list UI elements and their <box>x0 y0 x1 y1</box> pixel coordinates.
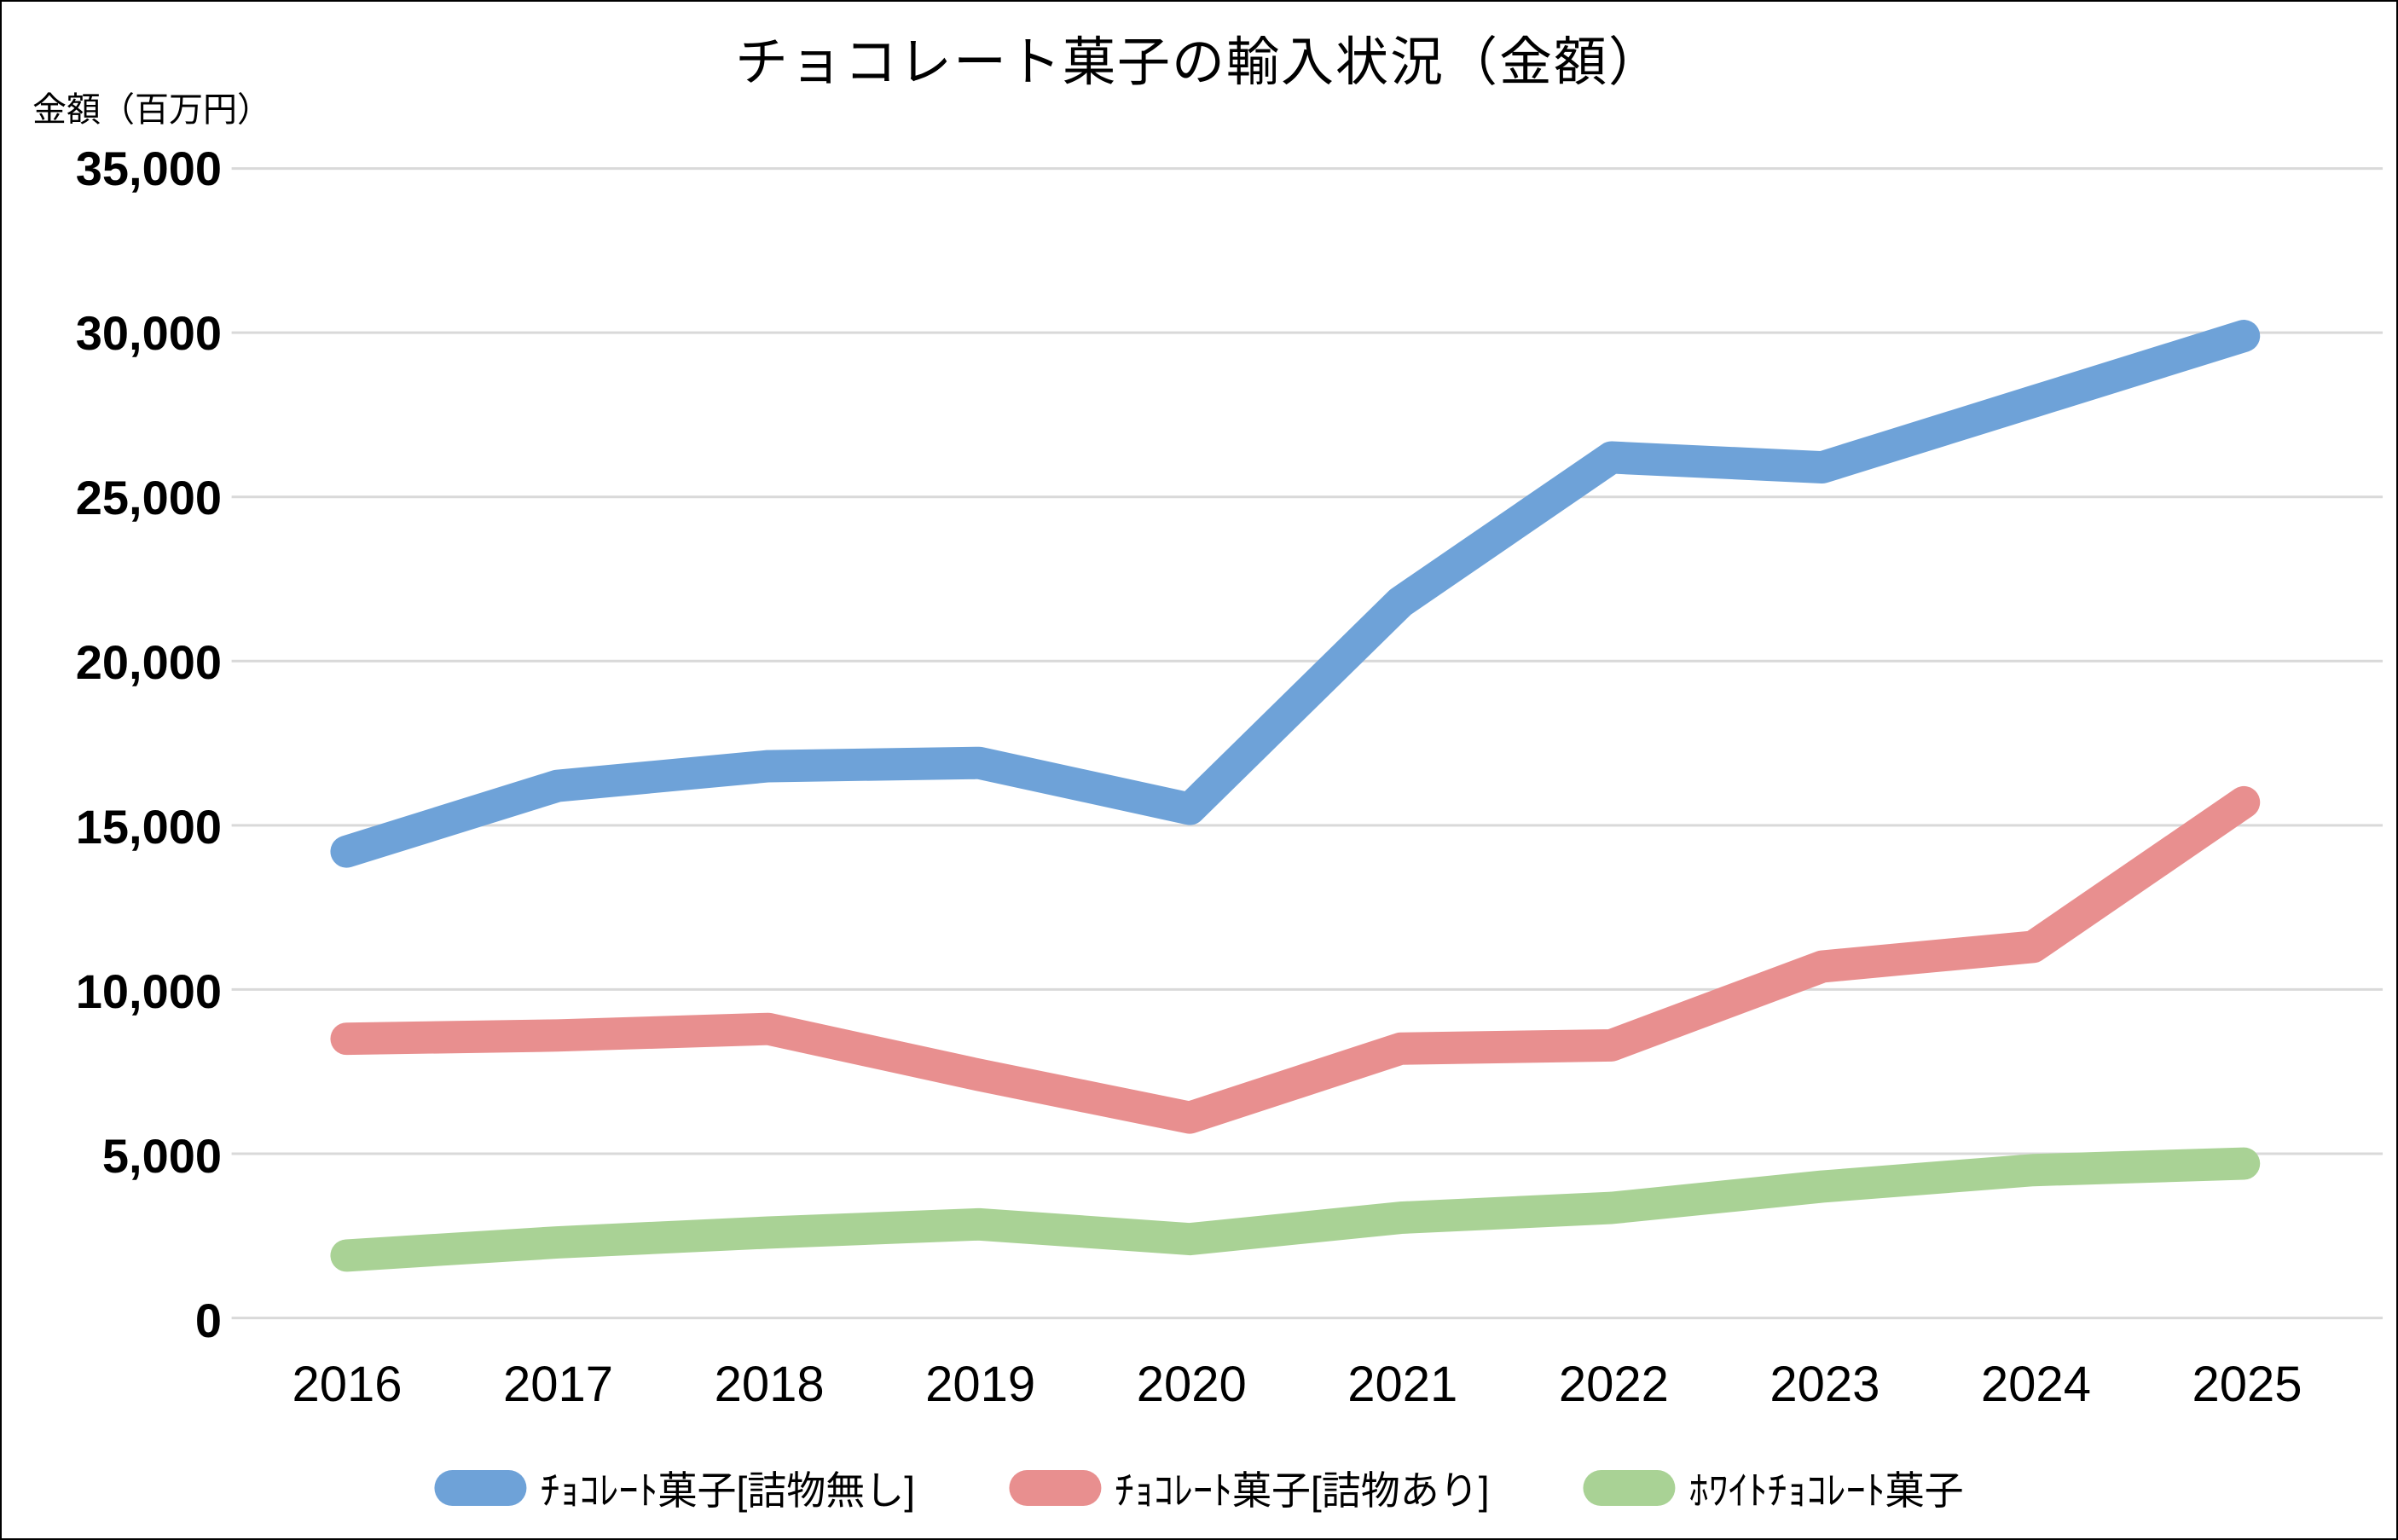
y-tick-label: 20,000 <box>75 635 222 689</box>
x-tick-label: 2024 <box>1980 1357 2091 1412</box>
legend-label: ﾁｮｺﾚｰﾄ菓子[詰物無し] <box>540 1468 915 1513</box>
legend-item-1: ﾁｮｺﾚｰﾄ菓子[詰物無し] <box>434 1460 915 1516</box>
x-tick-label: 2019 <box>925 1357 1036 1412</box>
y-tick-label: 35,000 <box>75 142 222 195</box>
x-tick-label: 2017 <box>503 1357 614 1412</box>
x-tick-label: 2016 <box>292 1357 403 1412</box>
y-axis-title: 金額（百万円） <box>32 91 271 129</box>
x-tick-label: 2025 <box>2192 1357 2302 1412</box>
x-tick-label: 2020 <box>1136 1357 1247 1412</box>
series-lines <box>330 320 2261 1272</box>
legend-label: ﾁｮｺﾚｰﾄ菓子[詰物あり] <box>1115 1468 1490 1513</box>
y-tick-label: 15,000 <box>75 800 222 854</box>
y-tick-label: 0 <box>194 1294 222 1347</box>
x-tick-label: 2018 <box>714 1357 825 1412</box>
chart-legend: ﾁｮｺﾚｰﾄ菓子[詰物無し] ﾁｮｺﾚｰﾄ菓子[詰物あり] ﾎﾜｲﾄﾁｮｺﾚｰﾄ菓子 <box>434 1460 1964 1516</box>
legend-swatch-icon <box>1583 1470 1676 1506</box>
y-tick-label: 30,000 <box>75 306 222 360</box>
chart-title: チョコレート菓子の輸入状況（金額） <box>734 33 1663 92</box>
series-line-2 <box>330 785 2261 1134</box>
legend-swatch-icon <box>434 1470 527 1506</box>
legend-item-3: ﾎﾜｲﾄﾁｮｺﾚｰﾄ菓子 <box>1583 1460 1964 1516</box>
x-tick-label: 2021 <box>1347 1357 1458 1412</box>
x-tick-label: 2023 <box>1770 1357 1880 1412</box>
y-tick-label: 25,000 <box>75 471 222 524</box>
legend-label: ﾎﾜｲﾄﾁｮｺﾚｰﾄ菓子 <box>1688 1468 1964 1513</box>
y-tick-label: 5,000 <box>101 1129 222 1183</box>
series-line-3 <box>330 1147 2261 1272</box>
y-tick-label: 10,000 <box>75 964 222 1018</box>
legend-swatch-icon <box>1009 1470 1101 1506</box>
series-line-1 <box>330 320 2261 868</box>
legend-item-2: ﾁｮｺﾚｰﾄ菓子[詰物あり] <box>1009 1460 1490 1516</box>
x-tick-label: 2022 <box>1558 1357 1669 1412</box>
gridlines <box>231 167 2384 1320</box>
